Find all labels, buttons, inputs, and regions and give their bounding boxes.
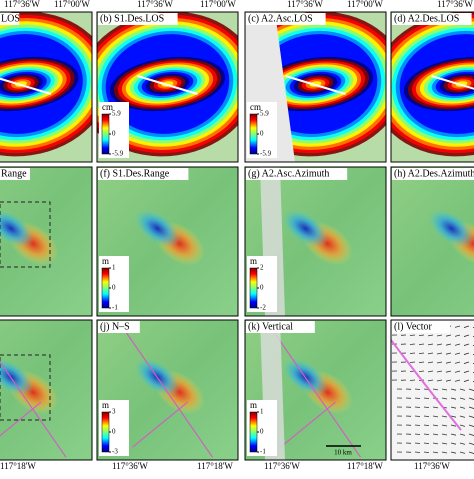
panel-label: (k) Vertical (248, 321, 293, 332)
panel-label: (j) N–S (100, 321, 130, 332)
colorbar-tick-label: -3 (112, 448, 118, 456)
top-lon-label: 117°36'W (137, 0, 173, 9)
colorbar (250, 114, 257, 154)
top-lon-label: 117°36'W (287, 0, 323, 9)
colorbar-tick-label: 0 (112, 284, 116, 292)
bottom-lon-label: 117°18'W (347, 461, 383, 471)
colorbar (250, 412, 257, 452)
colorbar-tick-label: 0 (260, 428, 264, 436)
colorbar-tick-label: -2 (260, 304, 266, 312)
panel (68, 0, 266, 168)
colorbar-tick-label: -1 (260, 448, 266, 456)
panel-label: Range (1, 168, 27, 179)
panel-label: (h) A2.Des.Azimuth (394, 168, 474, 179)
panel-label: (g) A2.Asc.Azimuth (248, 168, 329, 179)
panel (391, 167, 474, 316)
colorbar-tick-label: 0 (112, 130, 116, 138)
colorbar-tick-label: 1 (112, 264, 116, 272)
colorbar-unit: m (102, 400, 109, 410)
panel-bg (391, 320, 474, 460)
panel-label: (c) A2.Asc.LOS (248, 13, 313, 24)
bottom-lon-label: 117°18'W (0, 461, 36, 471)
colorbar-tick-label: 1 (260, 408, 264, 416)
panel (391, 320, 474, 460)
panel-label: LOS (1, 13, 20, 24)
colorbar-tick-label: 0 (260, 284, 264, 292)
bottom-lon-label: 117°18'W (197, 461, 233, 471)
bottom-lon-label: 117°36'W (112, 461, 148, 471)
colorbar-tick-label: 0 (260, 130, 264, 138)
panel (0, 167, 92, 316)
colorbar-tick-label: 0 (112, 428, 116, 436)
scale-bar-label: 10 km (334, 449, 352, 457)
colorbar (102, 412, 109, 452)
colorbar (102, 114, 109, 154)
top-lon-label: 117°00'W (54, 0, 90, 9)
top-lon-label: 117°00'W (347, 0, 383, 9)
colorbar-unit: m (250, 400, 257, 410)
panel-label: (f) S1.Des.Range (100, 168, 170, 179)
colorbar-unit: m (250, 256, 257, 266)
colorbar-tick-label: 2 (260, 264, 264, 272)
colorbar-tick-label: -5.9 (112, 150, 124, 158)
top-lon-label: 117°36'W (4, 0, 40, 9)
colorbar-tick-label: 5.9 (260, 110, 269, 118)
colorbar-tick-label: 3 (112, 408, 116, 416)
panel-label: (b) S1.Des.LOS (100, 13, 164, 24)
panel-label: (d) A2.Des.LOS (394, 13, 459, 24)
colorbar-tick-label: 5.9 (112, 110, 121, 118)
colorbar (250, 268, 257, 308)
colorbar-unit: m (102, 256, 109, 266)
top-lon-label: 117°00'W (200, 0, 236, 9)
panel (0, 320, 92, 460)
colorbar-tick-label: -5.9 (260, 150, 272, 158)
bottom-lon-label: 117°36'W (414, 461, 450, 471)
panel-label: (l) Vector (394, 321, 433, 332)
panel (216, 0, 414, 168)
bottom-lon-label: 117°36'W (264, 461, 300, 471)
colorbar-tick-label: -1 (112, 304, 118, 312)
top-lon-label: 117°36'W (437, 0, 473, 9)
colorbar (102, 268, 109, 308)
